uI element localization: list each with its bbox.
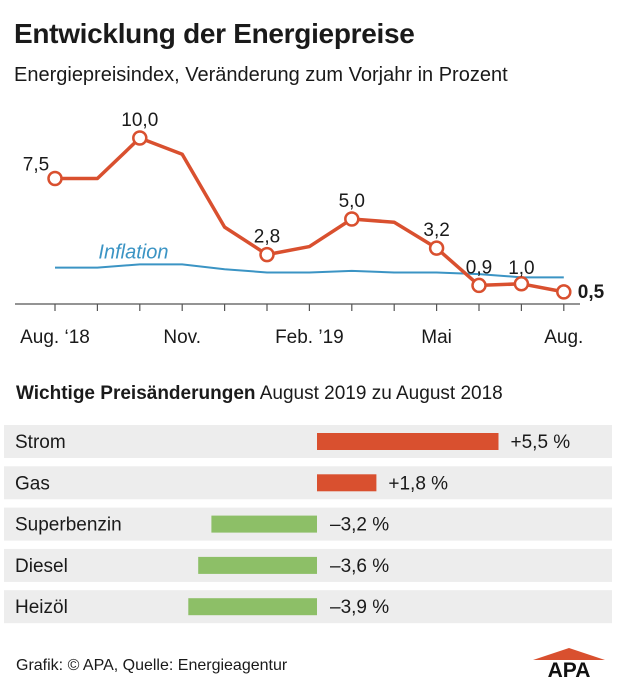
bar-value-label: –3,2 % [330,515,389,536]
apa-logo-roof [533,648,605,660]
bar-category-label: Strom [15,432,66,453]
bar-category-label: Superbenzin [15,515,122,536]
bar-heizöl [188,598,317,616]
apa-logo: APA [533,648,605,678]
line-chart: Aug. ‘18 Nov. Feb. ’19 Mai Aug. Inflation 7,5 1… [15,110,605,348]
bar-chart-title-rest: August 2019 zu August 2018 [259,383,503,404]
data-point-marker [556,284,572,300]
bar-category-label: Diesel [15,556,68,577]
bar-chart-heading: Wichtige Preisänderungen August 2019 zu … [16,383,503,405]
source-footer: Grafik: © APA, Quelle: Energieagentur [16,657,288,674]
data-point-marker [428,240,445,256]
data-point-marker [259,246,275,263]
data-point-marker [471,277,487,294]
chart-subtitle: Energiepreisindex, Veränderung zum Vorja… [14,64,508,86]
bar-strom [317,433,499,450]
data-label: 10,0 [121,110,158,131]
data-point-marker [47,170,63,187]
data-label: 7,5 [23,155,49,176]
bar-diesel [198,556,317,574]
data-label: 0,5 [578,282,605,303]
x-tick-label: Aug. ‘18 [20,327,90,348]
apa-logo-text: APA [548,659,591,678]
x-tick-label: Aug. [544,327,583,348]
x-tick-label: Nov. [163,327,201,348]
bar-category-label: Heizöl [15,597,68,618]
bar-chart: Strom +5,5 % Gas +1,8 % Superbenzin –3,2 % Die… [4,425,612,624]
bar-value-label: –3,6 % [330,556,389,577]
series-line-inflation [55,263,564,279]
bar-row-background [4,466,612,500]
data-point-marker [513,276,530,292]
data-point-marker [132,130,148,146]
data-label: 5,0 [339,191,365,212]
chart-title: Entwicklung der Energiepreise [14,18,415,49]
bar-value-label: –3,9 % [330,597,389,618]
bar-category-label: Gas [15,473,50,494]
bar-value-label: +1,8 % [388,473,448,494]
data-label: 0,9 [466,257,492,278]
bar-row-background [4,425,612,458]
data-point-marker [344,211,360,227]
bar-superbenzin [211,515,317,533]
x-tick-label: Mai [421,327,452,348]
data-label: 1,0 [508,258,534,279]
x-tick-label: Feb. ’19 [275,327,344,348]
bar-value-label: +5,5 % [511,432,571,453]
data-label: 3,2 [423,220,449,241]
data-label: 2,8 [254,227,280,248]
series-label-inflation: Inflation [98,242,168,264]
bar-gas [317,474,377,492]
bar-chart-title-bold: Wichtige Preisänderungen [16,383,256,404]
